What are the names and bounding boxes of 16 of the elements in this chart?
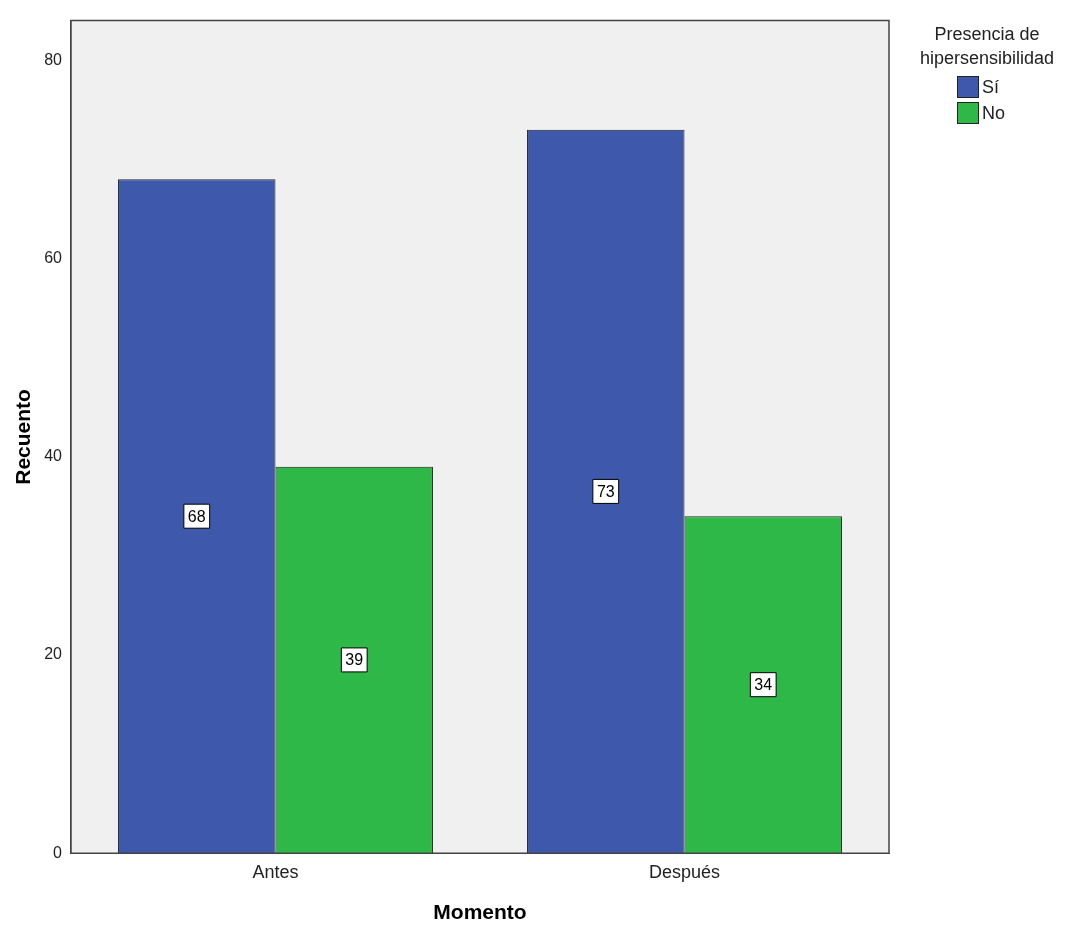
x-tick-label: Antes	[252, 861, 299, 882]
legend-label: No	[982, 102, 1006, 124]
data-label: 34	[754, 676, 773, 694]
y-tick-label: 0	[53, 843, 63, 861]
legend-label: Sí	[982, 76, 1000, 98]
data-label: 73	[596, 482, 615, 500]
x-axis-title: Momento	[433, 900, 527, 924]
y-tick-label: 40	[44, 447, 63, 465]
legend-title: Presencia de hipersensibilidad	[918, 23, 1056, 70]
y-tick-label: 20	[44, 645, 63, 663]
data-label: 68	[187, 507, 206, 525]
y-axis-title: Recuento	[11, 389, 35, 485]
x-tick-label: Después	[648, 861, 721, 882]
data-label: 39	[345, 651, 364, 669]
y-tick-label: 80	[44, 50, 63, 68]
y-tick-label: 60	[44, 248, 63, 266]
